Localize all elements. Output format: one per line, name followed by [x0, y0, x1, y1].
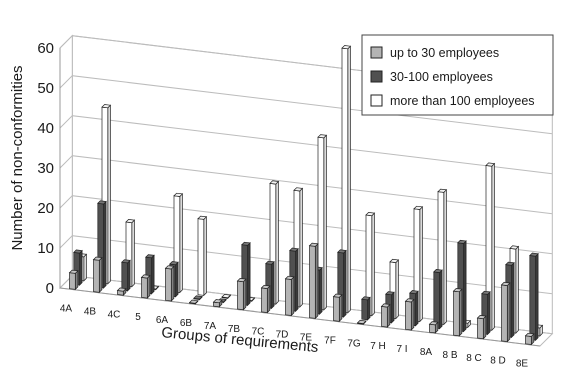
x-tick-label: 7G: [347, 338, 361, 349]
bar-up-to-30-employees-8-b: [452, 288, 463, 337]
x-tick-labels: 4A 4B 4C 5 6A 6B 7A 7B 7C 7D 7E 7F 7G 7 H 7 I 8A 8 B 8 C 8…: [60, 303, 529, 369]
legend-label-series-2: 30-100 employees: [390, 70, 493, 84]
bar-more-than-100-employees-6b: [197, 215, 208, 297]
bar-more-than-100-employees-7g: [365, 212, 376, 317]
x-tick-label: 6A: [156, 315, 169, 326]
gridline: [59, 195, 553, 255]
x-tick-label: 8E: [516, 359, 529, 369]
bar-up-to-30-employees-7b: [236, 278, 247, 311]
x-tick-label: 6B: [180, 318, 193, 329]
bar-up-to-30-employees-8-d: [500, 281, 511, 343]
x-tick-label: 4C: [108, 309, 121, 320]
bar-up-to-30-employees-6a: [164, 265, 175, 302]
bar-30-100-employees-8e: [529, 252, 539, 342]
bar-30-100-employees-4c: [121, 259, 131, 292]
y-tick-label: 50: [37, 80, 54, 97]
legend-swatch-series-1: [370, 46, 383, 59]
bar-up-to-30-employees-7-i: [404, 298, 415, 331]
bar-up-to-30-employees-4b: [92, 256, 103, 294]
y-tick-label: 20: [37, 200, 54, 217]
bar-30-100-employees-6b: [193, 295, 203, 301]
x-tick-label: 8 D: [490, 356, 506, 367]
legend-swatch-series-2: [370, 70, 383, 83]
bar-up-to-30-employees-5: [140, 274, 151, 299]
x-tick-label: 7E: [300, 332, 313, 343]
bar-up-to-30-employees-8a: [428, 321, 439, 334]
y-tick-label: 60: [37, 40, 54, 57]
y-tick-label: 10: [37, 240, 54, 257]
x-tick-label: 7F: [324, 335, 336, 346]
legend-box: [361, 34, 554, 116]
bar-up-to-30-employees-6b: [188, 299, 199, 305]
legend-label-series-1: up to 30 employees: [390, 46, 499, 60]
bar-up-to-30-employees-7g: [356, 319, 367, 326]
x-tick-label: 7 I: [396, 344, 407, 355]
bar-more-than-100-employees-7e: [317, 134, 328, 311]
x-tick-label: 8 B: [442, 350, 457, 361]
y-tick-labels: 0 10 20 30 40 50 60: [37, 40, 54, 297]
bar-up-to-30-employees-7c: [260, 284, 271, 314]
bar-30-100-employees-7g: [361, 296, 371, 321]
bar-more-than-100-employees-7a: [221, 294, 232, 300]
bar-30-100-employees-8a: [433, 269, 443, 330]
x-tick-label: 4A: [60, 303, 73, 314]
bar-up-to-30-employees-7d: [284, 275, 295, 317]
y-tick-label: 0: [46, 280, 54, 297]
bar-up-to-30-employees-7a: [212, 299, 223, 308]
gridline: [59, 115, 553, 175]
axis-edge: [59, 287, 541, 347]
x-tick-label: 7A: [204, 321, 217, 332]
x-tick-label: 8 C: [466, 353, 482, 364]
legend: up to 30 employees 30-100 employees more…: [361, 34, 554, 116]
y-axis-title: Number of non-conformities: [9, 65, 26, 250]
x-tick-label: 7B: [228, 324, 241, 335]
bar-up-to-30-employees-8-c: [476, 315, 487, 340]
bar-more-than-100-employees-7f: [341, 45, 352, 314]
gridline: [59, 155, 553, 215]
x-tick-label: 7D: [276, 330, 289, 341]
y-tick-label: 40: [37, 120, 54, 137]
bar-up-to-30-employees-7f: [332, 293, 343, 323]
x-tick-label: 8A: [420, 347, 433, 358]
bar-up-to-30-employees-4a: [68, 269, 79, 291]
bar-up-to-30-employees-7e: [308, 242, 319, 320]
x-tick-label: 5: [135, 312, 141, 323]
x-tick-label: 4B: [84, 306, 97, 317]
bar-up-to-30-employees-4c: [116, 287, 127, 297]
bar-up-to-30-employees-8e: [524, 332, 535, 346]
x-tick-label: 7 H: [370, 341, 386, 352]
y-tick-label: 30: [37, 160, 54, 177]
bar-up-to-30-employees-7-h: [380, 303, 391, 328]
legend-swatch-series-3: [370, 94, 383, 107]
bars: [68, 45, 544, 346]
legend-label-series-3: more than 100 employees: [390, 94, 535, 108]
bar-more-than-100-employees-8-c: [485, 162, 496, 332]
x-tick-label: 7C: [252, 327, 265, 338]
